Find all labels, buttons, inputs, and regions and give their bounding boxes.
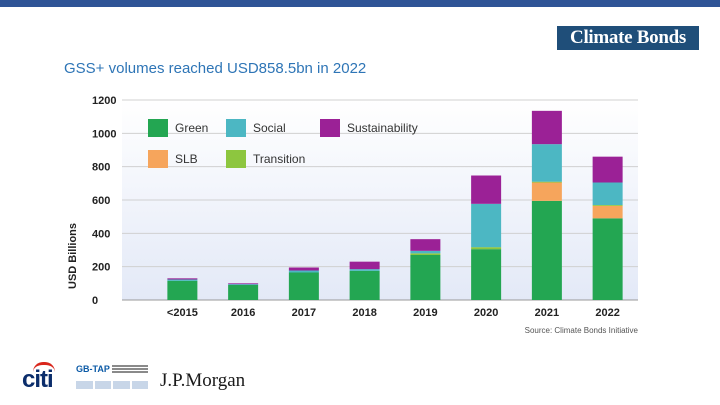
bar-segment-sustainability	[349, 261, 380, 270]
bar-segment-green	[410, 255, 441, 300]
bar-segment-social	[288, 270, 319, 273]
y-tick-label: 800	[92, 162, 110, 174]
bar-segment-social	[167, 279, 198, 281]
bar-segment-sustainability	[592, 156, 623, 183]
x-tick-label: 2016	[231, 307, 255, 319]
legend-label-green: Green	[175, 121, 208, 135]
bar-segment-social	[531, 144, 562, 182]
legend-label-slb: SLB	[175, 152, 198, 166]
legend-swatch-sustainability	[320, 119, 340, 137]
bar-segment-social	[228, 284, 259, 285]
bar-segment-social	[471, 203, 502, 248]
x-tick-label: 2020	[474, 307, 498, 319]
stacked-bar-chart: 0 200 400 600 800 1000 1200 <2015 2016 2017 2018 2…	[67, 95, 639, 335]
y-tick-label: 200	[92, 262, 110, 274]
x-tick-label: <2015	[167, 307, 198, 319]
x-tick-label: 2022	[595, 307, 619, 319]
legend-swatch-slb	[148, 150, 168, 168]
y-tick-label: 600	[92, 195, 110, 207]
slide-title: GSS+ volumes reached USD858.5bn in 2022	[64, 60, 367, 77]
bar-segment-sustainability	[167, 278, 198, 280]
bar-segment-slb	[592, 205, 623, 219]
legend-swatch-social	[226, 119, 246, 137]
y-tick-label: 400	[92, 228, 110, 240]
y-tick-label: 0	[92, 295, 98, 307]
bar-segment-transition	[592, 205, 623, 206]
bar-segment-green	[471, 249, 502, 300]
legend-swatch-transition	[226, 150, 246, 168]
bar-segment-green	[288, 272, 319, 300]
top-accent-bar	[0, 0, 720, 7]
gbtap-logo-text: GB-TAP	[76, 364, 110, 374]
bar-segment-green	[228, 285, 259, 300]
bar-segment-social	[349, 269, 380, 271]
chart-source: Source: Climate Bonds Initiative	[525, 326, 639, 335]
bar-segment-sustainability	[471, 175, 502, 204]
y-tick-label: 1200	[92, 95, 116, 107]
bar-segment-transition	[531, 181, 562, 183]
x-tick-label: 2017	[292, 307, 316, 319]
gbtap-partner-logos	[76, 381, 148, 389]
legend-swatch-green	[148, 119, 168, 137]
legend-label-sustainability: Sustainability	[347, 121, 418, 135]
legend-label-social: Social	[253, 121, 286, 135]
bar-segment-green	[349, 270, 380, 300]
bar-segment-slb	[531, 182, 562, 201]
bar-segment-sustainability	[531, 110, 562, 145]
citi-arc-icon	[33, 362, 55, 372]
gbtap-subtitle-lines	[112, 365, 148, 373]
bar-segment-social	[410, 250, 441, 254]
x-tick-label: 2019	[413, 307, 437, 319]
citi-logo: citi	[22, 366, 54, 393]
y-tick-label: 1000	[92, 128, 116, 140]
bar-segment-transition	[471, 247, 502, 250]
bar-segment-transition	[410, 253, 441, 255]
bar-segment-green	[167, 280, 198, 300]
bar-segment-sustainability	[288, 267, 319, 271]
y-axis-label: USD Billions	[67, 223, 79, 289]
bar-segment-sustainability	[228, 283, 259, 285]
jpmorgan-logo: J.P.Morgan	[160, 370, 246, 391]
bar-segment-social	[592, 182, 623, 205]
x-tick-label: 2018	[352, 307, 376, 319]
legend-label-transition: Transition	[253, 152, 305, 166]
bar-segment-green	[531, 200, 562, 300]
x-tick-label: 2021	[535, 307, 559, 319]
footer-logos: citi GB-TAP J.P.Morgan	[0, 360, 720, 400]
bar-segment-sustainability	[410, 239, 441, 251]
bar-segment-green	[592, 218, 623, 300]
climate-bonds-logo: Climate Bonds	[557, 26, 699, 50]
gbtap-logo: GB-TAP	[76, 364, 148, 392]
